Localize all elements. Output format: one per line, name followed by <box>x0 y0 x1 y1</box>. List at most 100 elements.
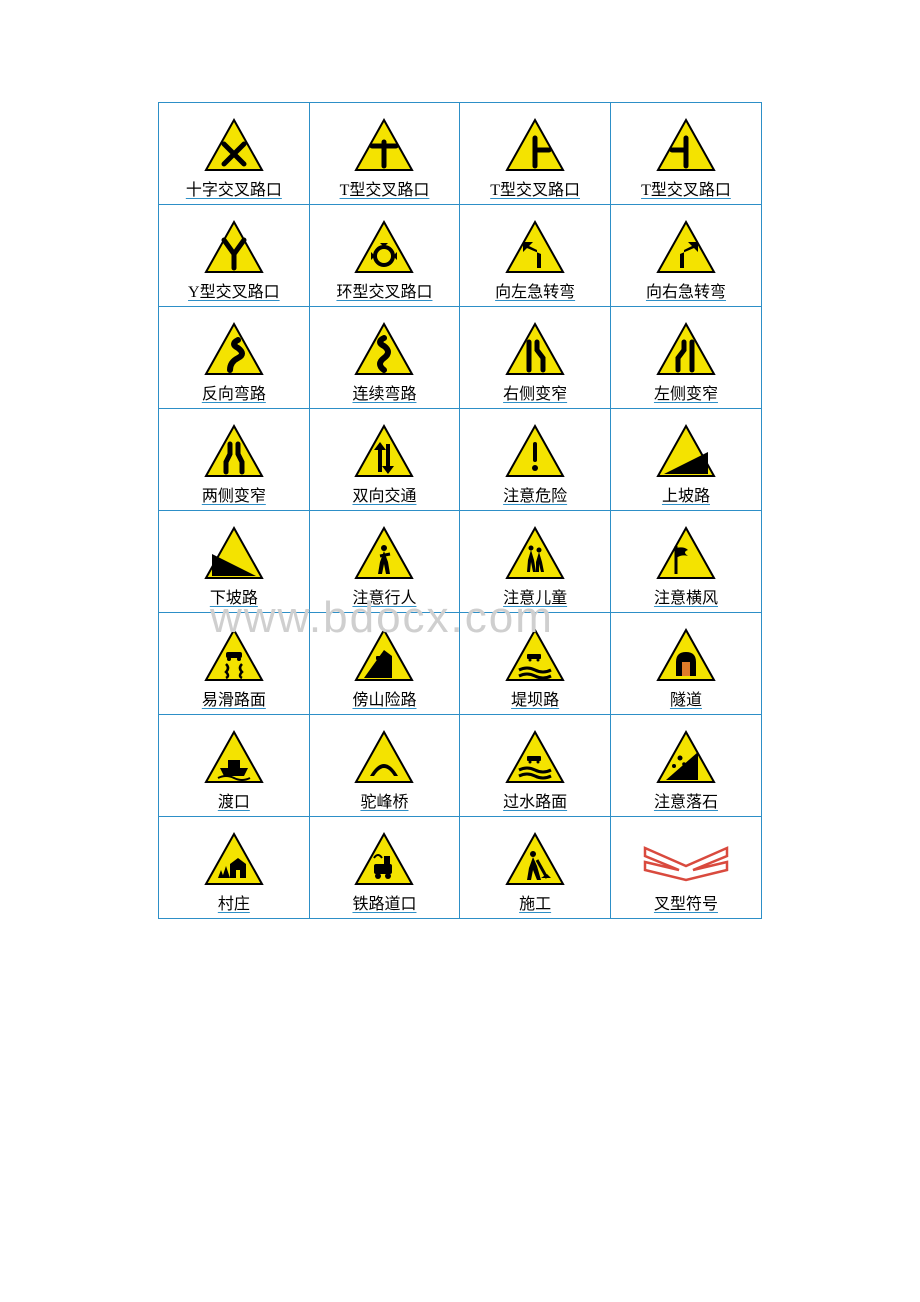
sign-label: 向左急转弯 <box>460 276 610 302</box>
pedestrian-icon <box>310 524 460 582</box>
sign-label: 过水路面 <box>460 786 610 812</box>
slippery-icon <box>159 626 309 684</box>
wind-icon <box>611 524 761 582</box>
sign-label: 注意危险 <box>460 480 610 506</box>
narrow_both-icon <box>159 422 309 480</box>
t_right-icon <box>460 116 610 174</box>
sign-label: 隧道 <box>611 684 761 710</box>
sign-cell: 村庄 <box>159 817 310 919</box>
y_fork-icon <box>159 218 309 276</box>
sign-cell: 十字交叉路口 <box>159 103 310 205</box>
sign-cell: 上坡路 <box>610 409 761 511</box>
sign-cell: 隧道 <box>610 613 761 715</box>
sign-cell: 施工 <box>460 817 611 919</box>
exclaim-icon <box>460 422 610 480</box>
sign-label: 渡口 <box>159 786 309 812</box>
sign-cell: 注意落石 <box>610 715 761 817</box>
sign-label: T型交叉路口 <box>611 174 761 200</box>
sign-label: 上坡路 <box>611 480 761 506</box>
sign-label: 下坡路 <box>159 582 309 608</box>
sign-label: 向右急转弯 <box>611 276 761 302</box>
sign-cell: 傍山险路 <box>309 613 460 715</box>
hump_bridge-icon <box>310 728 460 786</box>
sign-cell: 左侧变窄 <box>610 307 761 409</box>
sign-cell: 两侧变窄 <box>159 409 310 511</box>
cross-icon <box>159 116 309 174</box>
sign-cell: 叉型符号 <box>610 817 761 919</box>
table-row: 反向弯路连续弯路右侧变窄左侧变窄 <box>159 307 762 409</box>
sign-table: 十字交叉路口T型交叉路口T型交叉路口T型交叉路口Y型交叉路口环型交叉路口向左急转… <box>158 102 762 919</box>
sign-cell: 驼峰桥 <box>309 715 460 817</box>
sign-label: 环型交叉路口 <box>310 276 460 302</box>
sharp_right-icon <box>611 218 761 276</box>
narrow_right-icon <box>460 320 610 378</box>
reverse_curve-icon <box>159 320 309 378</box>
sharp_left-icon <box>460 218 610 276</box>
sign-label: 傍山险路 <box>310 684 460 710</box>
falling_rocks-icon <box>611 728 761 786</box>
page: 十字交叉路口T型交叉路口T型交叉路口T型交叉路口Y型交叉路口环型交叉路口向左急转… <box>0 0 920 1302</box>
table-row: 渡口驼峰桥过水路面注意落石 <box>159 715 762 817</box>
sign-label: 叉型符号 <box>611 888 761 914</box>
sign-cell: T型交叉路口 <box>460 103 611 205</box>
children-icon <box>460 524 610 582</box>
sign-label: 易滑路面 <box>159 684 309 710</box>
cliff-icon <box>310 626 460 684</box>
roundabout-icon <box>310 218 460 276</box>
sign-cell: 右侧变窄 <box>460 307 611 409</box>
ferry-icon <box>159 728 309 786</box>
table-row: 十字交叉路口T型交叉路口T型交叉路口T型交叉路口 <box>159 103 762 205</box>
t_up-icon <box>310 116 460 174</box>
sign-label: 注意落石 <box>611 786 761 812</box>
sign-cell: 下坡路 <box>159 511 310 613</box>
table-row: 下坡路注意行人注意儿童注意横风 <box>159 511 762 613</box>
sign-cell: 注意儿童 <box>460 511 611 613</box>
sign-label: 反向弯路 <box>159 378 309 404</box>
sign-label: 注意行人 <box>310 582 460 608</box>
village-icon <box>159 830 309 888</box>
sign-cell: 双向交通 <box>309 409 460 511</box>
sign-cell: 过水路面 <box>460 715 611 817</box>
sign-label: 双向交通 <box>310 480 460 506</box>
sign-cell: 易滑路面 <box>159 613 310 715</box>
sign-cell: 向右急转弯 <box>610 205 761 307</box>
sign-label: 铁路道口 <box>310 888 460 914</box>
sign-cell: T型交叉路口 <box>610 103 761 205</box>
sign-cell: 向左急转弯 <box>460 205 611 307</box>
table-row: 村庄铁路道口施工叉型符号 <box>159 817 762 919</box>
railway-icon <box>310 830 460 888</box>
table-row: Y型交叉路口环型交叉路口向左急转弯向右急转弯 <box>159 205 762 307</box>
sign-label: 右侧变窄 <box>460 378 610 404</box>
table-row: 两侧变窄双向交通注意危险上坡路 <box>159 409 762 511</box>
embankment-icon <box>460 626 610 684</box>
two_way-icon <box>310 422 460 480</box>
sign-label: 连续弯路 <box>310 378 460 404</box>
downhill-icon <box>159 524 309 582</box>
sign-label: 驼峰桥 <box>310 786 460 812</box>
table-row: 易滑路面傍山险路堤坝路隧道 <box>159 613 762 715</box>
sign-cell: 注意横风 <box>610 511 761 613</box>
sign-cell: 连续弯路 <box>309 307 460 409</box>
sign-label: 施工 <box>460 888 610 914</box>
sign-cell: 环型交叉路口 <box>309 205 460 307</box>
t_left-icon <box>611 116 761 174</box>
sign-cell: T型交叉路口 <box>309 103 460 205</box>
sign-label: 两侧变窄 <box>159 480 309 506</box>
sign-label: 注意横风 <box>611 582 761 608</box>
sign-label: 堤坝路 <box>460 684 610 710</box>
sign-label: T型交叉路口 <box>460 174 610 200</box>
sign-cell: 注意行人 <box>309 511 460 613</box>
sign-cell: Y型交叉路口 <box>159 205 310 307</box>
cross_sign-icon <box>611 830 761 888</box>
sign-cell: 铁路道口 <box>309 817 460 919</box>
sign-label: Y型交叉路口 <box>159 276 309 302</box>
sign-cell: 堤坝路 <box>460 613 611 715</box>
sign-label: 左侧变窄 <box>611 378 761 404</box>
winding-icon <box>310 320 460 378</box>
sign-label: 十字交叉路口 <box>159 174 309 200</box>
sign-label: T型交叉路口 <box>310 174 460 200</box>
tunnel-icon <box>611 626 761 684</box>
uphill-icon <box>611 422 761 480</box>
roadwork-icon <box>460 830 610 888</box>
sign-cell: 渡口 <box>159 715 310 817</box>
